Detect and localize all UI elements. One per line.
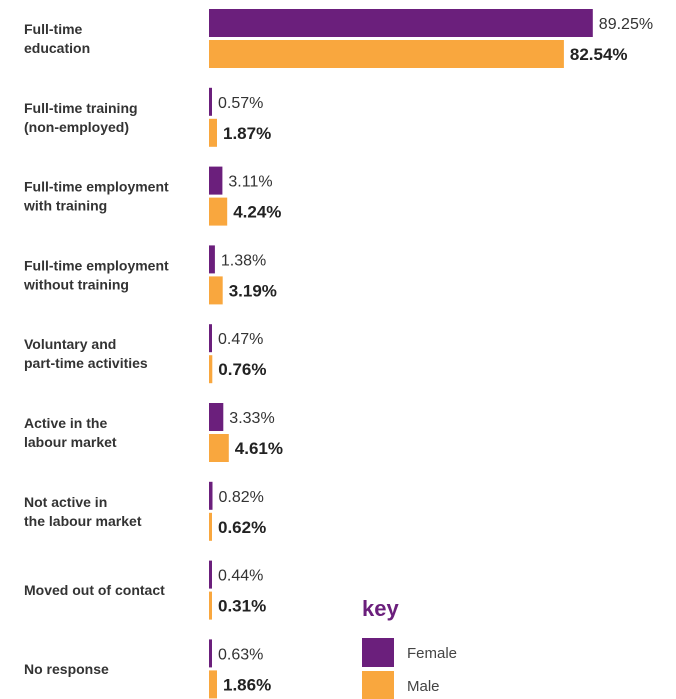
data-label-female: 3.11% [228,174,272,191]
bar-female [209,9,593,37]
bar-female [209,166,223,195]
bar-male [209,670,217,699]
bar-male [209,276,223,305]
data-label-female: 0.44% [218,568,263,585]
category-label: No response [24,661,109,677]
bar-male [209,118,217,147]
data-label-male: 82.54% [570,45,628,64]
bar-male [209,197,228,226]
bar-male [209,40,564,68]
data-label-male: 4.24% [233,203,281,222]
data-label-male: 0.31% [218,597,266,616]
data-label-female: 1.38% [221,252,266,269]
data-label-male: 4.61% [235,439,283,458]
bar-female [209,403,224,431]
data-label-female: 3.33% [229,410,274,427]
data-label-male: 1.86% [223,675,271,694]
data-label-female: 0.57% [218,95,263,112]
legend-swatch-male [362,671,394,699]
bar-female [209,324,212,353]
bar-female [209,245,215,274]
legend-title: key [362,596,399,621]
bar-female [209,639,212,668]
bar-male [209,355,213,384]
legend-swatch-female [362,638,394,667]
legend-label-male: Male [407,678,440,695]
category-label: Voluntary and [24,336,116,352]
bar-male [209,512,212,541]
legend-label-female: Female [407,645,457,662]
data-label-male: 1.87% [223,124,271,143]
data-label-female: 89.25% [599,16,653,33]
data-label-male: 0.76% [218,360,266,379]
data-label-male: 0.62% [218,518,266,537]
bar-female [209,560,212,589]
category-label: Moved out of contact [24,582,165,598]
bar-male [209,434,229,462]
category-label: labour market [24,434,117,450]
category-label: Full-time employment [24,179,169,195]
category-label: (non-employed) [24,119,129,135]
category-label: the labour market [24,513,142,529]
category-label: with training [23,198,107,214]
data-label-female: 0.47% [218,331,263,348]
category-label: Active in the [24,415,107,431]
category-label: education [24,40,90,56]
category-label: Not active in [24,494,107,510]
category-label: Full-time [24,21,83,37]
data-label-male: 3.19% [229,281,277,300]
bar-male [209,591,212,620]
category-label: part-time activities [24,355,148,371]
bar-female [209,481,213,510]
data-label-female: 0.63% [218,646,263,663]
bar-female [209,87,212,116]
category-label: Full-time training [24,100,138,116]
category-label: Full-time employment [24,257,169,273]
data-label-female: 0.82% [219,489,264,506]
category-label: without training [23,276,129,292]
